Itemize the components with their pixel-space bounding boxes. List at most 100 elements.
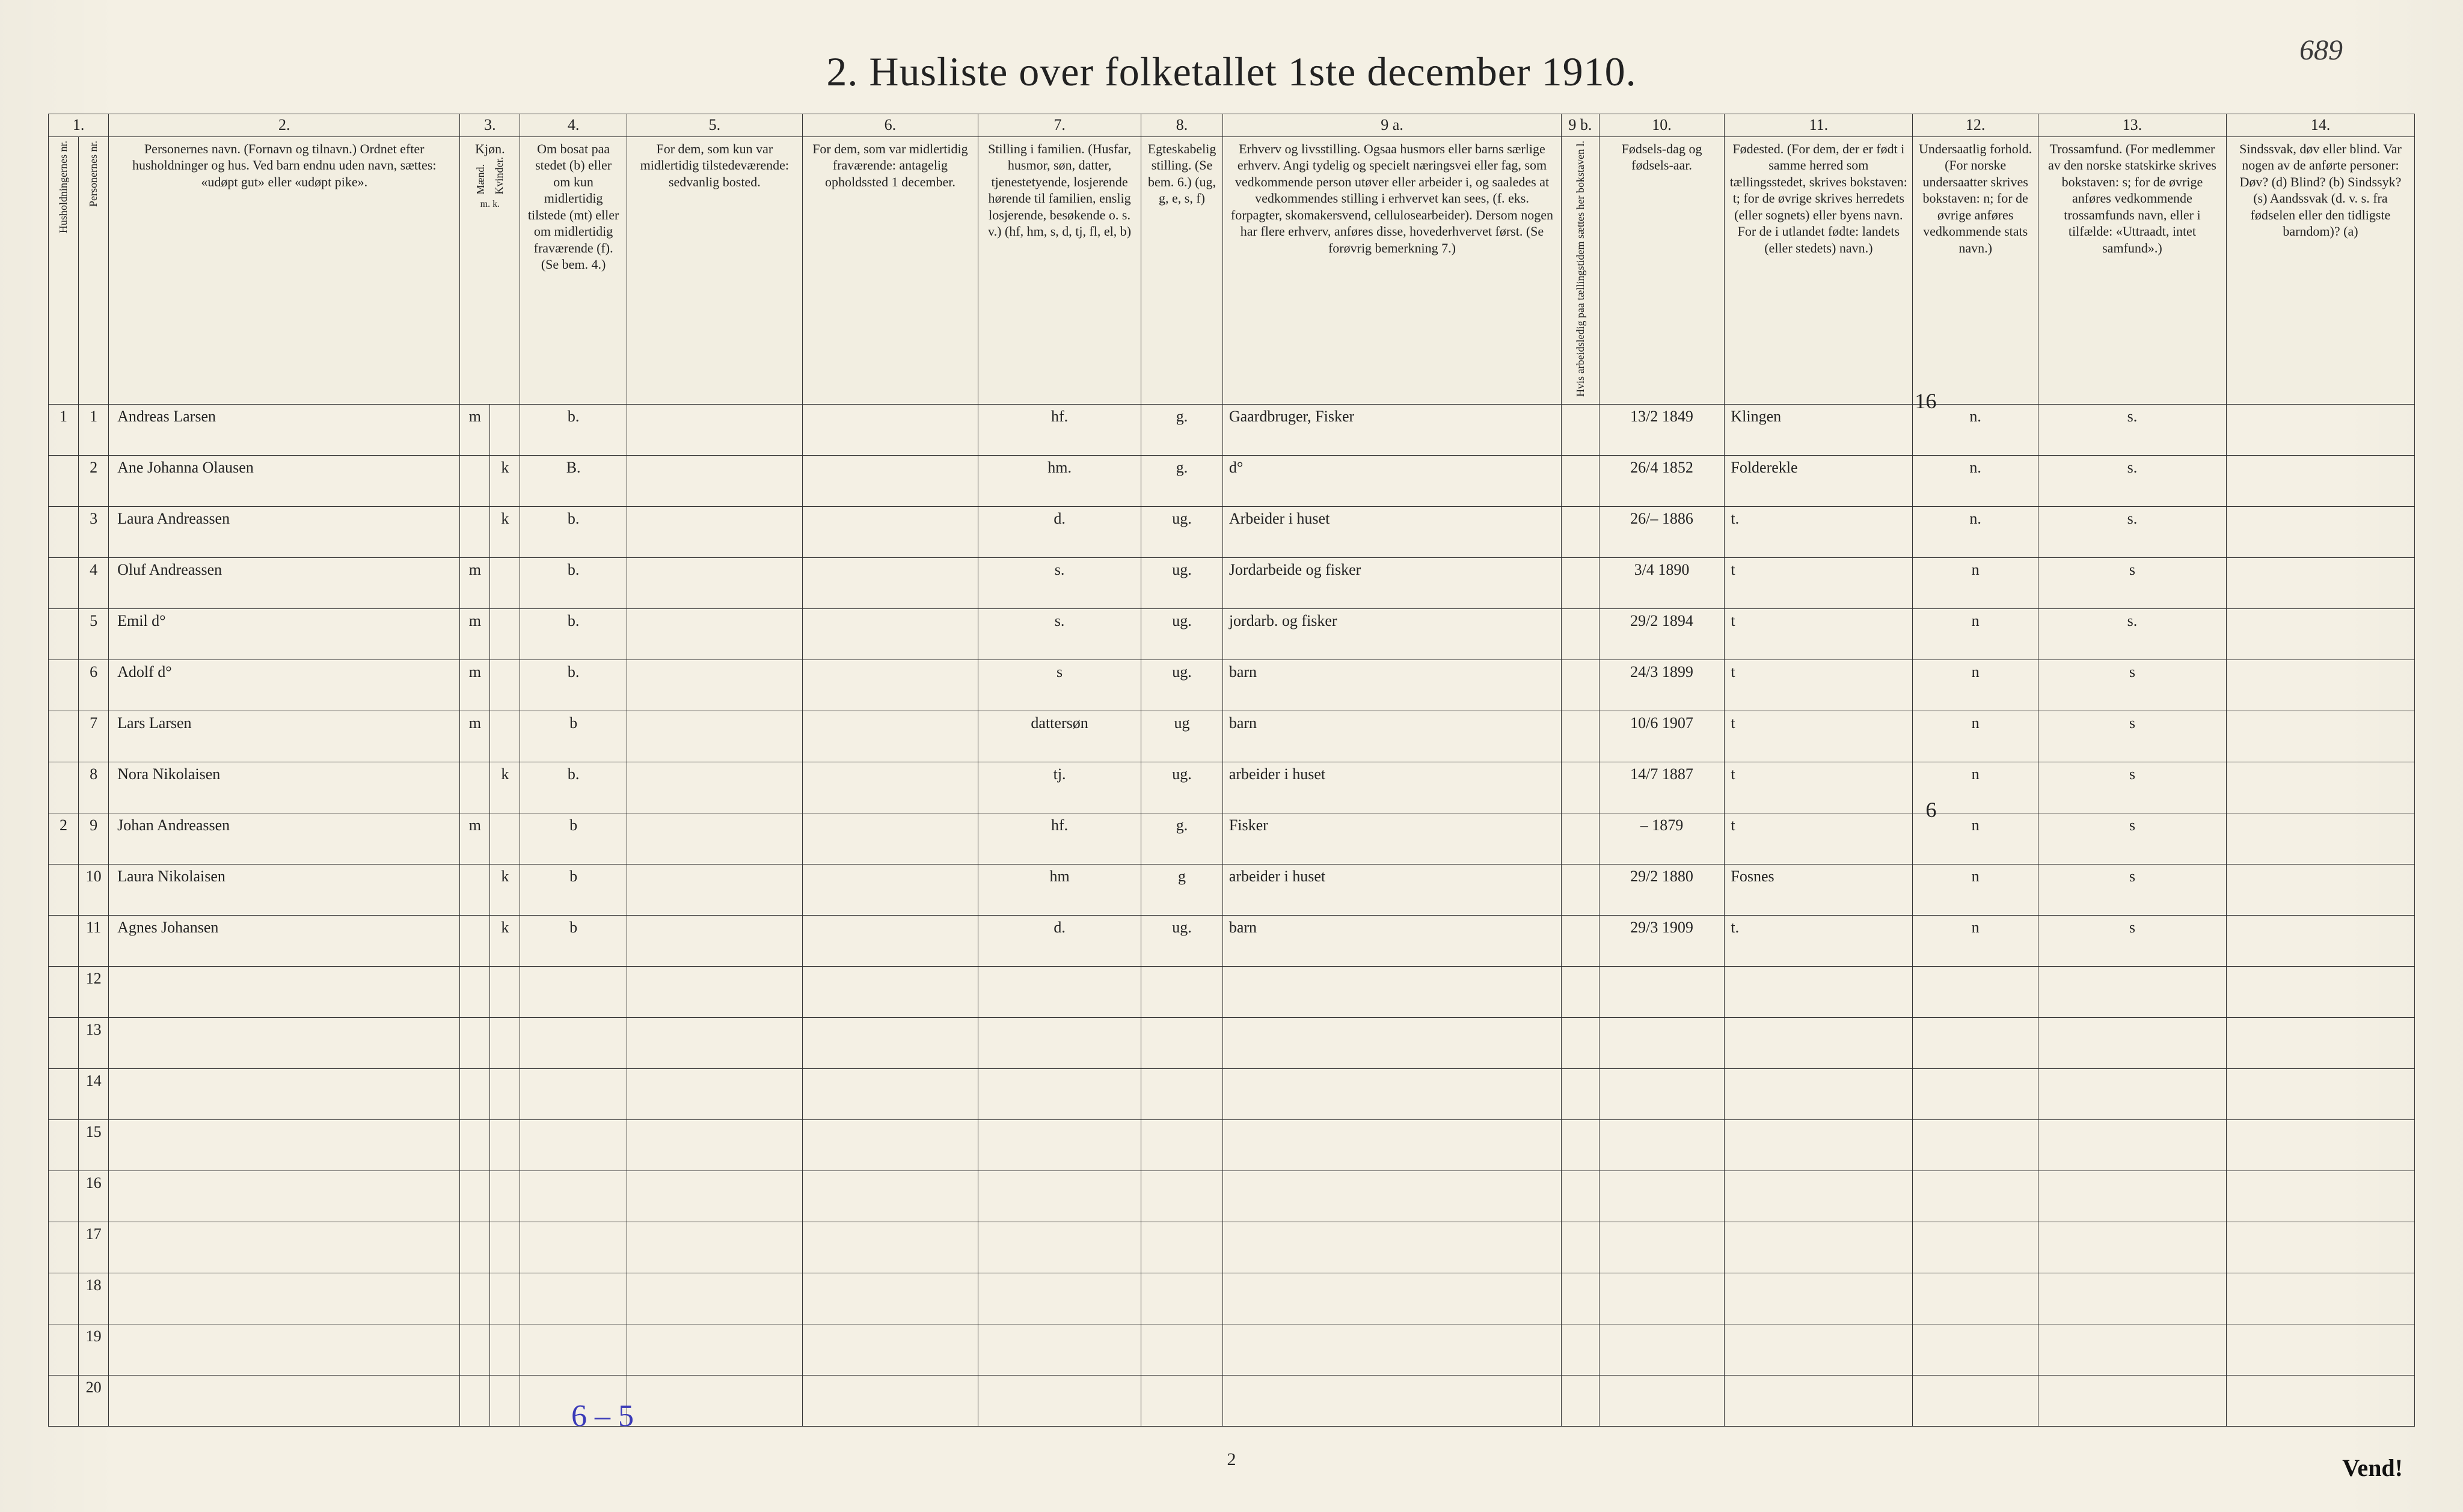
cell-sex-m	[460, 455, 490, 506]
header-temp-absent: For dem, som var midlertidig fraværende:…	[802, 136, 978, 404]
cell-birthplace	[1725, 966, 1913, 1017]
cell-person-nr: 12	[79, 966, 109, 1017]
cell-marital: g.	[1141, 455, 1223, 506]
cell-residence: b	[520, 711, 627, 762]
cell-religion	[2038, 1068, 2226, 1119]
cell-birthdate: 29/2 1894	[1599, 608, 1725, 660]
cell-birthplace	[1725, 1222, 1913, 1273]
cell-residence: b.	[520, 506, 627, 557]
cell-name	[109, 1375, 460, 1426]
cell-occupation: Jordarbeide og fisker	[1222, 557, 1561, 608]
cell-temp-present	[627, 762, 802, 813]
cell-birthplace	[1725, 1171, 1913, 1222]
colnum-12: 12.	[1913, 114, 2038, 137]
cell-sex-m: m	[460, 711, 490, 762]
cell-temp-present	[627, 1222, 802, 1273]
cell-household-nr	[49, 1017, 79, 1068]
cell-unemployed	[1562, 506, 1600, 557]
cell-disability	[2226, 1222, 2414, 1273]
cell-disability	[2226, 762, 2414, 813]
cell-birthdate: 10/6 1907	[1599, 711, 1725, 762]
cell-person-nr: 8	[79, 762, 109, 813]
cell-marital: ug.	[1141, 915, 1223, 966]
cell-sex-k: k	[490, 455, 520, 506]
cell-household-nr: 1	[49, 404, 79, 455]
header-temp-present: For dem, som kun var midlertidig tilsted…	[627, 136, 802, 404]
cell-religion	[2038, 1273, 2226, 1324]
cell-birthplace	[1725, 1017, 1913, 1068]
cell-person-nr: 11	[79, 915, 109, 966]
cell-disability	[2226, 1171, 2414, 1222]
cell-birthplace-super: 6	[1925, 797, 1936, 824]
cell-occupation	[1222, 1017, 1561, 1068]
cell-birthdate	[1599, 1171, 1725, 1222]
cell-temp-absent	[802, 1068, 978, 1119]
cell-religion: s	[2038, 711, 2226, 762]
cell-family-pos	[978, 1375, 1141, 1426]
cell-religion: s.	[2038, 455, 2226, 506]
cell-sex-m: m	[460, 404, 490, 455]
cell-birthdate	[1599, 1017, 1725, 1068]
table-row: 7Lars Larsenmbdattersønugbarn10/6 1907tn…	[49, 711, 2415, 762]
cell-birthplace: t	[1725, 660, 1913, 711]
colnum-2: 2.	[109, 114, 460, 137]
cell-religion	[2038, 1017, 2226, 1068]
cell-name: Agnes Johansen	[109, 915, 460, 966]
header-birthplace: Fødested. (For dem, der er født i samme …	[1725, 136, 1913, 404]
footer-page-number: 2	[1227, 1449, 1236, 1470]
cell-name: Ane Johanna Olausen	[109, 455, 460, 506]
cell-name: Laura Nikolaisen	[109, 864, 460, 915]
cell-occupation: d°	[1222, 455, 1561, 506]
cell-occupation	[1222, 1324, 1561, 1375]
cell-temp-absent	[802, 506, 978, 557]
cell-sex-m	[460, 1119, 490, 1171]
cell-disability	[2226, 864, 2414, 915]
cell-household-nr	[49, 711, 79, 762]
cell-household-nr	[49, 608, 79, 660]
cell-religion	[2038, 966, 2226, 1017]
cell-sex-k	[490, 1119, 520, 1171]
vend-label: Vend!	[2342, 1454, 2403, 1482]
cell-nationality: n	[1913, 915, 2038, 966]
cell-birthdate: 13/2 1849	[1599, 404, 1725, 455]
cell-temp-absent	[802, 966, 978, 1017]
cell-family-pos: hm.	[978, 455, 1141, 506]
cell-marital	[1141, 1273, 1223, 1324]
cell-sex-m	[460, 966, 490, 1017]
cell-family-pos	[978, 1068, 1141, 1119]
cell-birthplace: t.	[1725, 506, 1913, 557]
cell-temp-absent	[802, 1017, 978, 1068]
cell-birthdate	[1599, 1068, 1725, 1119]
cell-residence: b.	[520, 660, 627, 711]
cell-sex-m	[460, 1222, 490, 1273]
cell-family-pos: s	[978, 660, 1141, 711]
cell-name: Nora Nikolaisen	[109, 762, 460, 813]
cell-household-nr: 2	[49, 813, 79, 864]
cell-temp-present	[627, 660, 802, 711]
cell-occupation: Gaardbruger, Fisker	[1222, 404, 1561, 455]
cell-family-pos: dattersøn	[978, 711, 1141, 762]
table-row: 4Oluf Andreassenmb.s.ug.Jordarbeide og f…	[49, 557, 2415, 608]
cell-occupation: Fisker	[1222, 813, 1561, 864]
cell-name: Adolf d°	[109, 660, 460, 711]
cell-occupation: Arbeider i huset	[1222, 506, 1561, 557]
cell-residence: b.	[520, 608, 627, 660]
table-row: 8Nora Nikolaisenkb.tj.ug.arbeider i huse…	[49, 762, 2415, 813]
cell-birthdate: 24/3 1899	[1599, 660, 1725, 711]
table-row: 29Johan Andreassenmbhf.g.Fisker– 1879t6n…	[49, 813, 2415, 864]
cell-household-nr	[49, 660, 79, 711]
colnum-10: 10.	[1599, 114, 1725, 137]
table-row: 11Agnes Johansenkbd.ug.barn29/3 1909t.ns	[49, 915, 2415, 966]
cell-religion: s.	[2038, 506, 2226, 557]
census-table: 1. 2. 3. 4. 5. 6. 7. 8. 9 a. 9 b. 10. 11…	[48, 114, 2415, 1427]
cell-temp-absent	[802, 711, 978, 762]
cell-household-nr	[49, 1375, 79, 1426]
colnum-5: 5.	[627, 114, 802, 137]
cell-marital: ug.	[1141, 557, 1223, 608]
table-row: 3Laura Andreassenkb.d.ug.Arbeider i huse…	[49, 506, 2415, 557]
cell-occupation	[1222, 1171, 1561, 1222]
cell-temp-present	[627, 966, 802, 1017]
header-family-pos: Stilling i familien. (Husfar, husmor, sø…	[978, 136, 1141, 404]
cell-temp-present	[627, 1171, 802, 1222]
cell-family-pos: d.	[978, 915, 1141, 966]
